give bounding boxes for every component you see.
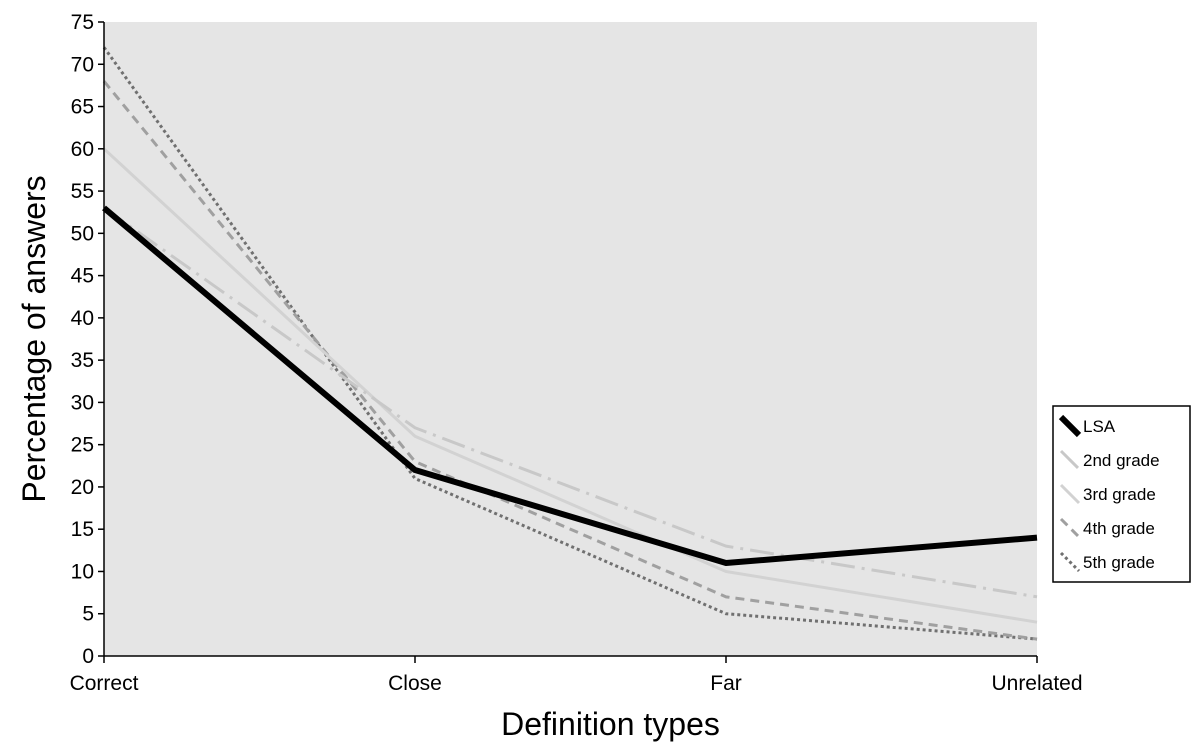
series-line-4th-grade: [102, 80, 1038, 641]
series-line-2nd-grade: [103, 206, 1038, 599]
series-line-5th-grade: [102, 46, 1038, 641]
legend: LSA 2nd grade 3rd grade 4th grade 5th grade: [1052, 405, 1191, 583]
y-tick-label: 10: [71, 560, 94, 583]
legend-label: 2nd grade: [1083, 451, 1160, 470]
series-line-lsa: [102, 205, 1038, 567]
x-tick-label: Close: [388, 672, 442, 695]
y-tick-label: 5: [82, 603, 94, 626]
series-layer: [102, 46, 1038, 641]
y-tick-label: 70: [71, 53, 94, 76]
y-tick-label: 25: [71, 434, 94, 457]
y-tick-label: 55: [71, 180, 94, 203]
legend-swatch: [1059, 517, 1081, 539]
y-tick-label: 0: [82, 645, 94, 668]
legend-swatch: [1059, 551, 1081, 573]
y-tick-label: 15: [71, 518, 94, 541]
plot-area: [104, 22, 1037, 656]
y-axis-ticks: 0 5 10 15 20 25 30 35 40 45 50 55 60 65 70 75: [71, 11, 104, 668]
y-tick-label: 30: [71, 391, 94, 414]
x-axis-title: Definition types: [501, 706, 720, 742]
legend-label: LSA: [1083, 417, 1116, 436]
legend-label: 3rd grade: [1083, 485, 1156, 504]
legend-swatch: [1059, 449, 1081, 471]
y-tick-label: 35: [71, 349, 94, 372]
series-line-3rd-grade: [102, 147, 1038, 624]
legend-label: 4th grade: [1083, 519, 1155, 538]
y-tick-label: 50: [71, 222, 94, 245]
y-axis-title: Percentage of answers: [16, 175, 52, 502]
x-tick-label: Far: [710, 672, 742, 695]
y-tick-label: 20: [71, 476, 94, 499]
y-tick-label: 40: [71, 307, 94, 330]
y-tick-label: 65: [71, 96, 94, 119]
y-tick-label: 45: [71, 265, 94, 288]
y-tick-label: 75: [71, 11, 94, 34]
x-tick-label: Unrelated: [991, 672, 1082, 695]
y-tick-label: 60: [71, 138, 94, 161]
x-axis-ticks: Correct Close Far Unrelated: [70, 656, 1083, 695]
x-tick-label: Correct: [70, 672, 139, 695]
legend-swatch: [1058, 414, 1082, 438]
legend-swatch: [1059, 483, 1081, 505]
legend-label: 5th grade: [1083, 553, 1155, 572]
